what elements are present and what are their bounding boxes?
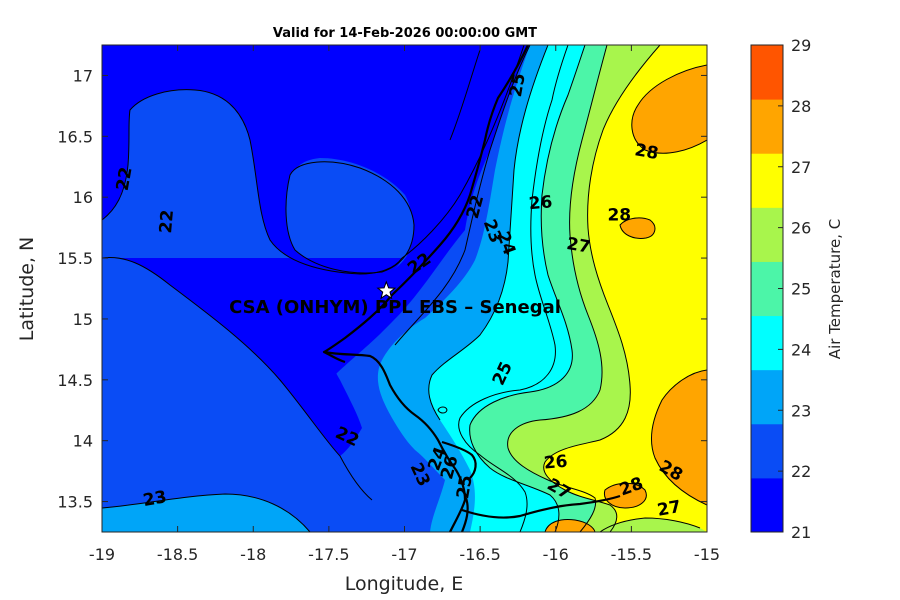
- y-tick-label: 15.5: [57, 249, 93, 268]
- contour-label: 23: [142, 487, 169, 511]
- colorbar-segment: [751, 261, 783, 317]
- colorbar-tick-label: 22: [791, 462, 811, 481]
- y-tick-label: 17: [73, 66, 93, 85]
- x-axis-ticks: -19 -18.5 -18 -17.5 -17 -16.5 -16 -15.5 -15: [89, 45, 720, 564]
- star-icon: [376, 280, 397, 300]
- contour-label: 26: [543, 452, 568, 474]
- colorbar-segment: [751, 423, 783, 479]
- colorbar-label: Air Temperature, C: [826, 219, 844, 359]
- contour-label: 25: [453, 474, 477, 501]
- band-21-22-south: [102, 257, 402, 456]
- contour-label: 25: [506, 72, 530, 99]
- x-tick-label: -16: [543, 545, 569, 564]
- colorbar-tick-label: 21: [791, 523, 811, 542]
- isolines: [102, 45, 707, 532]
- colorbar-tick-label: 29: [791, 36, 811, 55]
- site-label: CSA (ONHYM) PPL EBS – Senegal: [229, 297, 561, 318]
- colorbar-segment: [751, 207, 783, 262]
- x-tick-label: -18.5: [157, 545, 198, 564]
- colorbar-tick-label: 24: [791, 340, 811, 359]
- y-tick-label: 16: [73, 188, 93, 207]
- band-22-hole: [285, 161, 414, 274]
- x-axis-label: Longitude, E: [345, 573, 464, 595]
- band-28-blob: [620, 217, 655, 239]
- y-tick-label: 13.5: [57, 493, 93, 512]
- coastline: [322, 45, 621, 532]
- x-tick-label: -15.5: [611, 545, 652, 564]
- contour-label: 28: [607, 205, 631, 225]
- band-26-27-bottom: [600, 518, 707, 532]
- band-23-24-sw: [102, 494, 310, 532]
- y-tick-label: 15: [73, 310, 93, 329]
- y-axis-ticks: 13.5 14 14.5 15 15.5 16 16.5 17: [57, 66, 707, 512]
- colorbar-tick-label: 27: [791, 158, 811, 177]
- y-tick-label: 16.5: [57, 127, 93, 146]
- x-tick-label: -16.5: [459, 545, 500, 564]
- colorbar-tick-label: 26: [791, 219, 811, 238]
- x-tick-label: -19: [89, 545, 115, 564]
- colorbar-tick-label: 25: [791, 280, 811, 299]
- band-28-east: [651, 370, 707, 505]
- colorbar-segment: [751, 153, 783, 208]
- y-tick-label: 14: [73, 432, 93, 451]
- contour-label: 28: [633, 140, 660, 164]
- x-tick-label: -17.5: [308, 545, 349, 564]
- contour-label: 27: [656, 497, 683, 521]
- site-marker: [376, 280, 397, 300]
- contour-label: 27: [565, 234, 592, 258]
- y-tick-label: 14.5: [57, 371, 93, 390]
- colorbar-segment: [751, 45, 783, 100]
- colorbar-tick-label: 23: [791, 401, 811, 420]
- colorbar-tick-label: 28: [791, 97, 811, 116]
- contour-label: 22: [156, 209, 178, 234]
- colorbar-segment: [751, 369, 783, 425]
- colorbar-segment: [751, 315, 783, 371]
- band-28-south: [604, 483, 647, 508]
- band-21-22-top: [102, 45, 524, 274]
- colorbar: 21 22 23 24 25 26 27 28 29: [750, 36, 811, 542]
- x-tick-label: -17: [391, 545, 417, 564]
- contour-label: 26: [528, 192, 553, 214]
- contour-label: 22: [113, 166, 137, 193]
- map-title: Valid for 14-Feb-2026 00:00:00 GMT: [273, 26, 537, 41]
- x-tick-label: -18: [240, 545, 266, 564]
- band-28-north: [631, 65, 707, 154]
- temperature-field: [102, 45, 707, 532]
- x-tick-label: -15: [694, 545, 720, 564]
- y-axis-label: Latitude, N: [16, 237, 38, 342]
- colorbar-segment: [751, 99, 783, 154]
- colorbar-segment: [751, 477, 783, 533]
